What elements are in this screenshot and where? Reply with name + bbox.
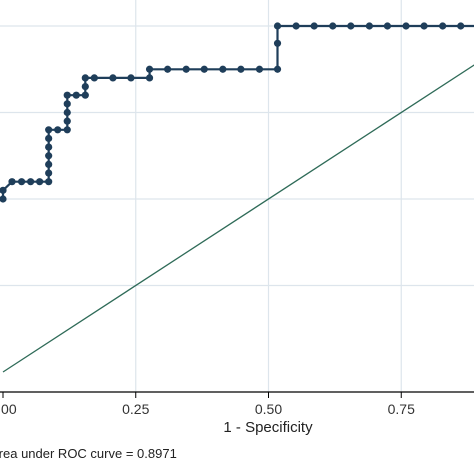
roc-point: [439, 22, 447, 30]
roc-point: [54, 126, 62, 134]
roc-point: [63, 126, 71, 134]
roc-point: [329, 22, 337, 30]
roc-point: [63, 117, 71, 125]
roc-point: [8, 178, 16, 186]
roc-point: [402, 22, 410, 30]
roc-point: [420, 22, 428, 30]
roc-point: [164, 65, 172, 73]
roc-point: [45, 160, 53, 168]
roc-point: [45, 169, 53, 177]
roc-point: [200, 65, 208, 73]
roc-point: [109, 74, 117, 82]
roc-point: [273, 65, 282, 73]
roc-point: [63, 108, 71, 117]
roc-point: [182, 65, 190, 73]
roc-markers: [0, 22, 465, 203]
roc-point: [63, 91, 71, 99]
roc-point: [0, 195, 7, 203]
roc-point: [81, 91, 89, 99]
roc-point: [45, 143, 53, 151]
roc-point: [237, 65, 245, 73]
roc-point: [27, 178, 35, 186]
roc-point: [383, 22, 392, 30]
roc-point: [81, 74, 89, 82]
auc-note: Area under ROC curve = 0.8971: [0, 446, 177, 461]
x-tick-label: 0.00: [0, 401, 17, 417]
roc-point: [45, 152, 53, 160]
roc-point: [347, 22, 355, 30]
roc-point: [45, 126, 53, 134]
roc-point: [219, 65, 227, 73]
roc-point: [81, 82, 89, 91]
roc-point: [0, 186, 7, 194]
roc-point: [145, 65, 154, 73]
roc-point: [45, 134, 53, 143]
roc-point: [273, 39, 282, 47]
roc-point: [63, 100, 71, 108]
roc-point: [255, 65, 264, 73]
x-tick-label: 0.50: [255, 401, 282, 417]
roc-point: [36, 178, 44, 186]
reference-line: [2, 64, 474, 373]
roc-point: [273, 22, 282, 30]
roc-point: [17, 178, 26, 186]
x-tick-label: 0.25: [122, 401, 149, 417]
roc-point: [45, 178, 53, 186]
roc-point: [90, 74, 98, 82]
x-tick-label: 0.75: [388, 401, 415, 417]
roc-point: [145, 74, 154, 82]
x-axis-title: 1 - Specificity: [223, 419, 313, 436]
roc-point: [310, 22, 318, 30]
roc-point: [457, 22, 465, 30]
roc-point: [365, 22, 373, 30]
roc-point: [292, 22, 300, 30]
x-ticks: 0.00 0.25 0.50 0.75: [0, 392, 415, 417]
grid-lines: [0, 0, 474, 392]
roc-point: [127, 74, 135, 82]
roc-point: [72, 91, 80, 99]
